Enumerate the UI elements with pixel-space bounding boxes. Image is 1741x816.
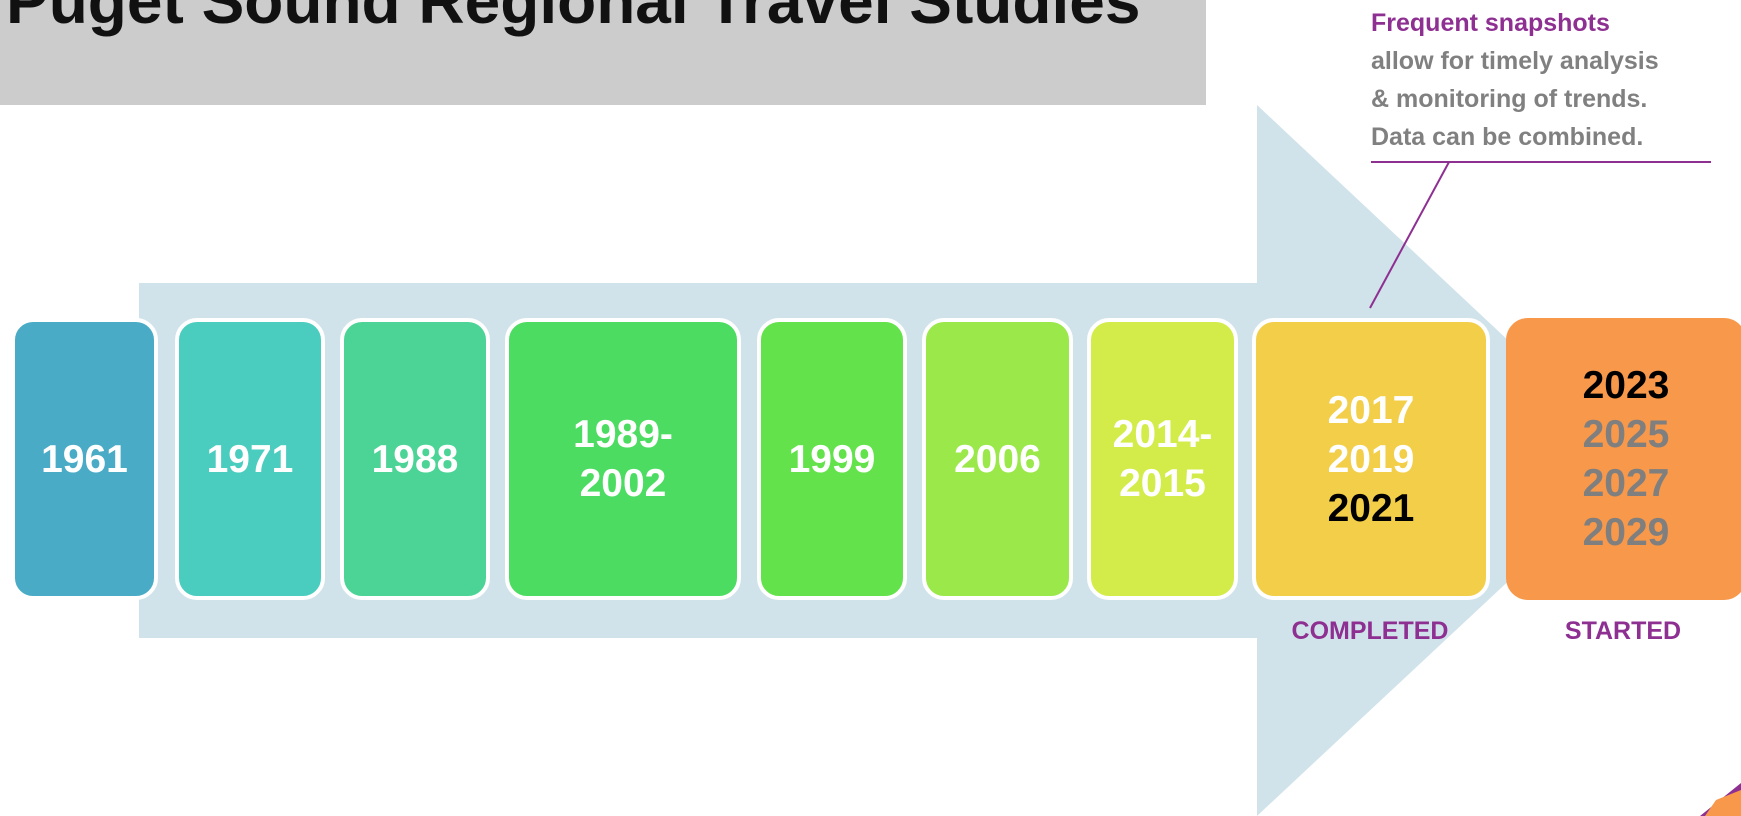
callout-pointer [1369, 161, 1450, 309]
timeline-box: 1971 [175, 318, 325, 600]
year: 2023 [1582, 364, 1670, 407]
timeline-box: 2017 2019 2021 [1252, 318, 1490, 600]
timeline-box: 1988 [340, 318, 490, 600]
year: 1961 [41, 437, 128, 481]
year: 2029 [1582, 511, 1670, 554]
timeline-box: 2023 2025 2027 2029 [1506, 318, 1741, 600]
year: 1988 [371, 437, 459, 481]
callout-heading: Frequent snapshots [1371, 9, 1610, 37]
callout: Frequent snapshots allow for timely anal… [1371, 4, 1659, 156]
callout-line: Data can be combined. [1371, 123, 1644, 151]
year: 1971 [206, 437, 294, 481]
callout-line: allow for timely analysis [1371, 47, 1659, 75]
year: 2014- [1112, 413, 1213, 456]
year: 1999 [788, 437, 876, 481]
year: 2015 [1119, 462, 1206, 505]
callout-line: & monitoring of trends. [1371, 85, 1648, 113]
year: 2002 [579, 462, 667, 505]
timeline-box: 2006 [922, 318, 1073, 600]
timeline-box: 2014- 2015 [1087, 318, 1238, 600]
status-label: STARTED [1564, 617, 1682, 645]
year: 2006 [954, 437, 1041, 481]
year: 2027 [1582, 462, 1670, 505]
title-bar: Puget Sound Regional Travel Studies [0, 0, 1206, 105]
status-label: COMPLETED [1291, 617, 1449, 645]
title: Puget Sound Regional Travel Studies [6, 0, 1141, 37]
year: 2025 [1582, 413, 1670, 456]
timeline-box: 1989- 2002 [505, 318, 741, 600]
year: 2021 [1327, 486, 1415, 530]
year: 1989- [573, 413, 673, 456]
timeline-box: 1961 [11, 318, 158, 600]
corner-deco [1705, 790, 1741, 816]
year: 2017 [1327, 388, 1415, 432]
timeline-box: 1999 [757, 318, 907, 600]
year: 2019 [1327, 437, 1415, 481]
